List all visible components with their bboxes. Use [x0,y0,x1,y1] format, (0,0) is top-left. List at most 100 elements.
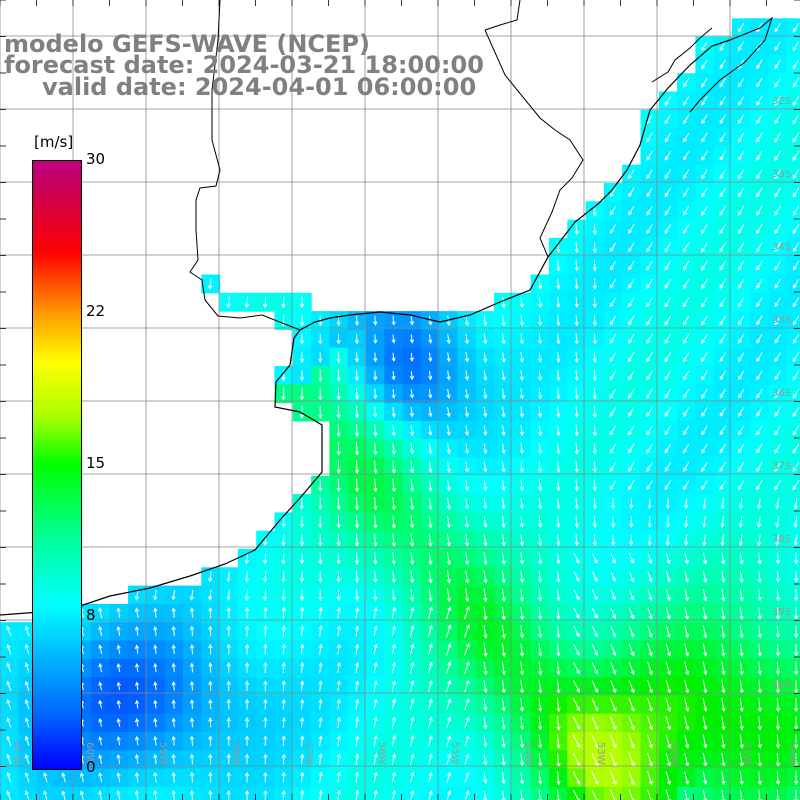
wind-arrow [134,607,140,618]
wind-arrow [464,753,470,765]
wind-arrow [793,516,798,528]
wind-arrow [483,516,488,529]
wind-arrow [427,643,433,656]
wind-arrow [775,643,781,657]
wind-arrow [134,771,139,783]
wind-arrow [682,278,690,290]
wind-arrow [501,461,506,473]
wind-arrow [373,406,378,419]
wind-arrow [646,187,653,198]
wind-arrow [208,717,213,728]
wind-arrow [428,679,433,692]
wind-arrow [446,497,451,510]
wind-arrow [756,223,763,235]
wind-arrow [627,370,635,381]
wind-arrow [355,734,360,747]
wind-arrow [556,625,561,639]
colorbar-tick-15: 15 [86,454,106,472]
wind-arrow [427,661,433,674]
wind-arrow [721,771,726,786]
wind-arrow [702,516,707,528]
wind-arrow [410,789,415,800]
wind-arrow [719,352,726,363]
wind-arrow [318,369,323,383]
lagoon-coast [651,27,713,83]
wind-arrow [318,515,323,529]
wind-arrow [538,716,543,731]
wind-arrow [756,96,763,106]
wind-arrow [318,680,323,692]
wind-cell [567,786,587,800]
wind-arrow [208,625,213,637]
wind-arrow [702,534,707,547]
wind-arrow [464,479,470,492]
wind-arrow [757,589,762,602]
wind-arrow [281,625,286,637]
wind-arrow [756,132,763,143]
wind-arrow [79,772,84,783]
wind-arrow [737,370,745,381]
wind-arrow [774,297,781,308]
wind-arrow [428,734,433,747]
wind-arrow [592,534,597,547]
wind-arrow [574,516,579,528]
wind-arrow [373,496,378,511]
wind-cell [786,402,800,422]
wind-arrow [171,607,176,618]
wind-arrow [263,698,268,710]
wind-arrow [355,680,360,692]
wind-arrow [519,570,525,584]
wind-cell [786,475,800,495]
wind-arrow [464,735,470,747]
wind-arrow [737,315,745,326]
wind-arrow [226,698,231,710]
wind-arrow [409,753,415,765]
wind-arrow [719,41,726,51]
wind-arrow [574,351,579,363]
wind-arrow [226,717,231,728]
wind-arrow [792,205,800,216]
wind-arrow [354,589,360,602]
wind-cell [164,786,184,800]
wind-arrow [610,553,616,564]
wind-arrow [794,661,799,676]
lon-label: 55W [449,742,460,765]
wind-arrow [609,370,617,381]
wind-cell [622,786,642,800]
wind-arrow [774,425,781,436]
wind-arrow [682,260,690,271]
lat-label: 35S [772,315,791,326]
wind-arrow [134,644,140,654]
forecast-date: forecast date: 2024-03-21 18:00:00 [4,51,484,79]
wind-arrow [592,223,597,235]
wind-arrow [683,151,690,161]
wind-arrow [373,570,378,583]
wind-arrow [610,680,617,694]
wind-arrow [226,790,231,800]
wind-arrow [538,534,543,547]
wind-arrow [574,406,579,419]
wind-arrow [774,150,782,161]
wind-arrow [391,533,396,547]
wind-arrow [665,771,672,786]
wind-arrow [647,534,652,547]
lat-label: 38S [772,534,791,545]
wind-arrow [98,644,103,655]
wind-arrow [244,735,250,746]
wind-arrow [646,132,653,143]
wind-arrow [702,606,708,621]
lon-label: 52W [668,742,679,765]
lat-label: 36S [772,388,791,399]
wind-arrow [299,497,305,510]
wind-arrow [664,114,672,125]
lat-label: 37S [772,461,791,472]
wind-arrow [574,369,579,382]
wind-arrow [519,461,524,473]
wind-arrow [409,315,415,326]
wind-arrow [208,698,213,710]
wind-arrow [226,296,231,309]
wind-arrow [683,96,690,106]
wind-arrow [538,278,543,290]
wind-arrow [556,370,561,382]
wind-arrow [774,242,781,253]
